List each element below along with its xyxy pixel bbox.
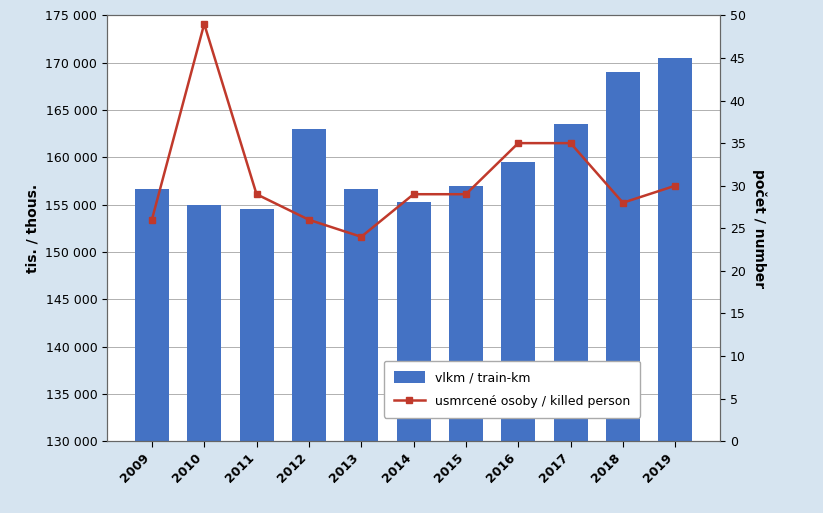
Bar <box>501 162 535 441</box>
usmrcené osoby / killed person <box>670 183 680 189</box>
Bar <box>292 129 326 441</box>
Legend: vlkm / train-km, usmrcené osoby / killed person: vlkm / train-km, usmrcené osoby / killed… <box>384 361 640 418</box>
usmrcené osoby / killed person <box>408 191 418 198</box>
Bar <box>239 209 273 441</box>
Bar <box>397 202 430 441</box>
Line: usmrcené osoby / killed person: usmrcené osoby / killed person <box>148 21 679 240</box>
Y-axis label: tis. / thous.: tis. / thous. <box>26 184 40 273</box>
usmrcené osoby / killed person <box>356 234 366 240</box>
Bar <box>554 124 588 441</box>
usmrcené osoby / killed person <box>199 21 209 27</box>
usmrcené osoby / killed person <box>618 200 628 206</box>
Bar <box>344 189 379 441</box>
Bar <box>449 186 483 441</box>
Y-axis label: počet / number: počet / number <box>752 169 767 288</box>
usmrcené osoby / killed person <box>147 216 157 223</box>
usmrcené osoby / killed person <box>252 191 262 198</box>
Bar <box>187 205 221 441</box>
usmrcené osoby / killed person <box>304 216 314 223</box>
usmrcené osoby / killed person <box>565 140 575 146</box>
usmrcené osoby / killed person <box>514 140 523 146</box>
Bar <box>658 58 692 441</box>
usmrcené osoby / killed person <box>461 191 471 198</box>
Bar <box>606 72 640 441</box>
Bar <box>135 189 169 441</box>
